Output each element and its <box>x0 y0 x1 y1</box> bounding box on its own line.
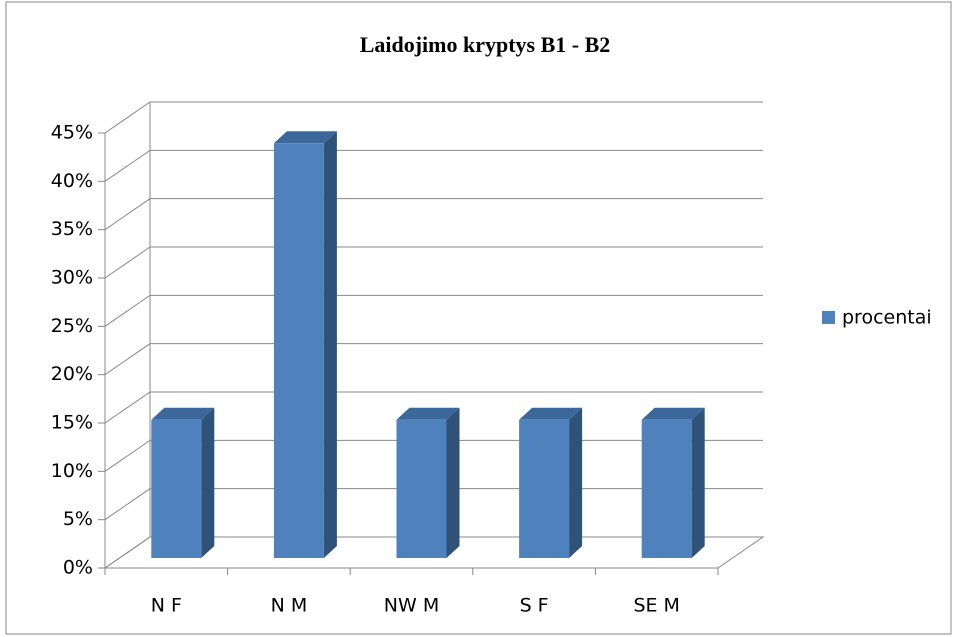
bar-side <box>201 407 215 558</box>
bar-side <box>569 407 583 558</box>
x-tick-label: N F <box>151 595 182 617</box>
x-tick-label: S F <box>520 595 549 617</box>
y-tick-label: 15% <box>51 412 93 434</box>
y-tick-label: 20% <box>51 363 93 385</box>
bar <box>641 419 692 558</box>
bar-top <box>151 407 215 420</box>
chart-frame <box>5 1 952 635</box>
y-tick-label: 35% <box>51 218 93 240</box>
bar-top <box>519 407 583 420</box>
grid-line <box>104 343 763 376</box>
bar-top <box>396 407 460 420</box>
y-tick-label: 5% <box>63 508 93 530</box>
legend-label: procentai <box>842 307 932 329</box>
bar-top <box>273 131 337 144</box>
bar <box>273 143 324 559</box>
y-tick-label: 30% <box>51 267 93 289</box>
bar <box>151 419 202 558</box>
y-tick-label: 40% <box>51 170 93 192</box>
grid-line <box>104 101 763 134</box>
grid-line <box>104 246 763 279</box>
grid-line <box>104 391 763 424</box>
legend-swatch <box>822 311 835 324</box>
bar-top <box>641 407 705 420</box>
bar-side <box>323 131 337 559</box>
y-tick-label: 25% <box>51 315 93 337</box>
x-tick-label: N M <box>271 595 308 617</box>
x-tick-label: NW M <box>384 595 439 617</box>
bar-side <box>446 407 460 558</box>
y-tick-label: 10% <box>51 460 93 482</box>
grid-line <box>104 198 763 231</box>
bar <box>519 419 570 558</box>
chart-title: Laidojimo kryptys B1 - B2 <box>360 32 611 57</box>
grid-line <box>104 149 763 182</box>
y-tick-label: 0% <box>63 557 93 579</box>
x-tick-label: SE M <box>633 595 680 617</box>
y-tick-label: 45% <box>51 122 93 144</box>
bar <box>396 419 447 558</box>
grid-line <box>104 294 763 327</box>
bar-side <box>691 407 705 558</box>
